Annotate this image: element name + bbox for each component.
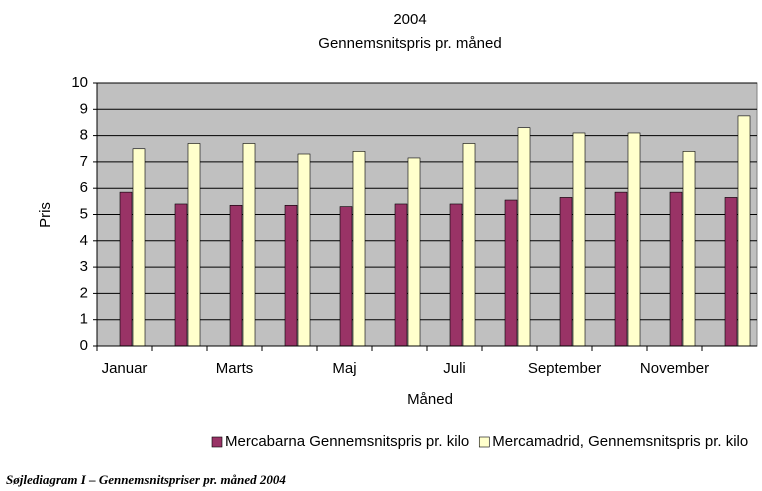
y-tick-label: 3 [80,258,88,275]
bar [724,197,738,347]
bar [627,132,641,347]
bar [682,151,696,347]
y-tick-label: 6 [80,179,88,196]
bar [572,132,586,347]
chart-subtitle: Gennemsnitspris pr. måned [318,35,501,52]
legend-swatch [211,436,223,448]
x-tick-label: September [528,360,601,377]
bar [669,191,683,347]
bar [297,153,311,347]
y-tick-label: 0 [80,337,88,354]
bar [737,115,751,347]
bar [517,127,531,347]
bar [229,204,243,347]
legend-label: Mercamadrid, Gennemsnitspris pr. kilo [492,433,748,450]
x-tick-label: Maj [332,360,356,377]
y-tick-label: 1 [80,311,88,328]
bar [394,203,408,347]
x-tick-label: Juli [443,360,466,377]
y-tick-label: 5 [80,205,88,222]
legend-label: Mercabarna Gennemsnitspris pr. kilo [225,433,469,450]
bar [284,204,298,347]
bar [559,197,573,347]
bar [407,157,421,347]
bar [504,199,518,347]
bar [132,148,146,347]
x-tick-label: Januar [102,360,148,377]
bar [174,203,188,347]
bar [449,203,463,347]
y-tick-label: 2 [80,284,88,301]
y-tick-label: 8 [80,127,88,144]
x-axis-label: Måned [407,391,453,408]
legend-swatch [478,436,490,448]
bar [242,143,256,347]
y-tick-label: 7 [80,153,88,170]
bar [614,191,628,347]
y-axis-label: Pris [37,202,54,228]
bar [462,143,476,347]
bar [187,143,201,347]
bar [119,191,133,347]
y-tick-label: 10 [71,74,88,91]
y-tick-label: 9 [80,100,88,117]
bar [352,151,366,347]
y-tick-label: 4 [80,232,88,249]
x-tick-label: Marts [216,360,254,377]
caption: Søjlediagram I – Gennemsnitspriser pr. m… [6,472,286,487]
chart-title: 2004 [393,11,426,28]
x-tick-label: November [640,360,709,377]
bar [339,206,353,347]
